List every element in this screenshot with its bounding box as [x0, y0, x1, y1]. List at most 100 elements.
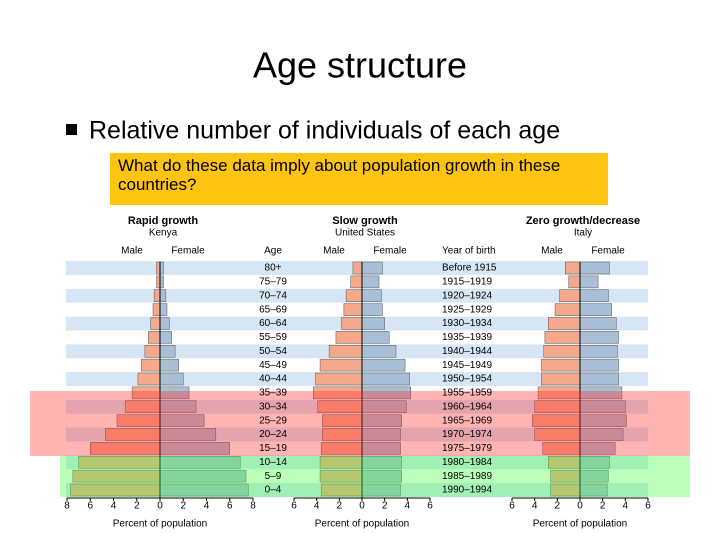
- category-label: 1980–1984: [442, 457, 492, 468]
- category-label: 1990–1994: [442, 485, 492, 496]
- bar: [159, 303, 168, 316]
- bar: [152, 303, 161, 316]
- x-tick-label: 4: [623, 501, 629, 512]
- x-tick-label: 8: [250, 501, 256, 512]
- x-tick-label: 2: [382, 501, 388, 512]
- bar: [159, 275, 164, 289]
- bullet-text: Relative number of individuals of each a…: [89, 117, 560, 145]
- x-tick-label: 4: [111, 501, 117, 512]
- category-label: 40–44: [259, 374, 287, 385]
- bar: [159, 331, 172, 344]
- category-header: Age: [264, 246, 282, 257]
- category-label: 70–74: [259, 290, 287, 301]
- chart-title: Slow growth: [332, 215, 398, 227]
- bar: [544, 331, 581, 344]
- x-tick-label: 2: [134, 501, 140, 512]
- x-tick-label: 8: [64, 501, 70, 512]
- x-tick-label: 0: [157, 501, 163, 512]
- bar: [579, 358, 619, 372]
- x-axis-label: Percent of population: [533, 519, 628, 530]
- bar: [156, 261, 161, 275]
- x-tick-label: 4: [314, 501, 320, 512]
- x-tick-label: 2: [180, 501, 186, 512]
- category-label: 55–59: [259, 332, 287, 343]
- bar: [554, 303, 581, 316]
- category-label: 1935–1939: [442, 332, 492, 343]
- category-label: 50–54: [259, 346, 287, 357]
- category-label: 1920–1924: [442, 290, 492, 301]
- category-label: 1945–1949: [442, 360, 492, 371]
- bar: [579, 303, 612, 316]
- x-tick-label: 6: [427, 501, 433, 512]
- bar: [144, 345, 161, 358]
- bar: [361, 345, 397, 358]
- bar: [565, 261, 581, 275]
- bars: [70, 261, 627, 498]
- category-label: 1930–1934: [442, 318, 492, 329]
- bar: [548, 317, 581, 330]
- bar: [559, 289, 581, 302]
- question-box: [110, 153, 608, 205]
- bar: [141, 358, 161, 372]
- category-label: 5–9: [265, 471, 282, 482]
- highlight-green: [60, 456, 690, 497]
- bar: [361, 372, 410, 386]
- bar: [579, 275, 599, 289]
- legend-label: Male: [541, 246, 563, 257]
- bar: [315, 372, 363, 386]
- x-tick-label: 0: [577, 501, 583, 512]
- category-label: 1925–1929: [442, 304, 492, 315]
- category-label: 1940–1944: [442, 346, 492, 357]
- bar: [579, 289, 609, 302]
- legend-label: Female: [373, 246, 407, 257]
- category-label: 60–64: [259, 318, 287, 329]
- bar: [159, 317, 170, 330]
- category-label: 1975–1979: [442, 443, 492, 454]
- x-axis-label: Percent of population: [315, 519, 410, 530]
- category-label: 30–34: [259, 401, 287, 412]
- x-tick-label: 6: [291, 501, 297, 512]
- bar: [159, 289, 167, 302]
- category-label: 0–4: [265, 485, 282, 496]
- bar: [361, 261, 383, 275]
- bar: [137, 372, 161, 386]
- legend-label: Female: [591, 246, 625, 257]
- bar: [543, 345, 581, 358]
- bar: [352, 261, 363, 275]
- bar: [148, 331, 161, 344]
- question-wrap: What do these data imply about populatio…: [118, 156, 561, 194]
- bar: [350, 275, 363, 289]
- bar: [361, 289, 382, 302]
- category-label: 65–69: [259, 304, 287, 315]
- category-label: 1965–1969: [442, 415, 492, 426]
- x-tick-label: 0: [359, 501, 365, 512]
- bar: [361, 331, 390, 344]
- x-axis-label: Percent of population: [113, 519, 208, 530]
- category-label: 10–14: [259, 457, 287, 468]
- category-label: Before 1915: [442, 263, 497, 274]
- legend-label: Male: [121, 246, 143, 257]
- bar: [579, 372, 619, 386]
- slide-title: Age structure: [253, 45, 467, 86]
- x-tick-label: 2: [337, 501, 343, 512]
- bar: [156, 275, 161, 289]
- bar: [361, 303, 383, 316]
- bar: [579, 331, 619, 344]
- bar: [159, 372, 184, 386]
- legend-label: Female: [171, 246, 205, 257]
- x-tick-label: 6: [227, 501, 233, 512]
- bar: [541, 358, 581, 372]
- bar: [568, 275, 581, 289]
- category-label: 20–24: [259, 429, 287, 440]
- category-label: 15–19: [259, 443, 287, 454]
- bar: [579, 317, 617, 330]
- bar: [328, 345, 363, 358]
- category-label: 45–49: [259, 360, 287, 371]
- bar: [319, 358, 363, 372]
- bar: [541, 372, 581, 386]
- question-text: What do these data imply about populatio…: [118, 156, 561, 194]
- category-header: Year of birth: [442, 246, 496, 257]
- category-label: 1915–1919: [442, 277, 492, 288]
- x-tick-label: 2: [600, 501, 606, 512]
